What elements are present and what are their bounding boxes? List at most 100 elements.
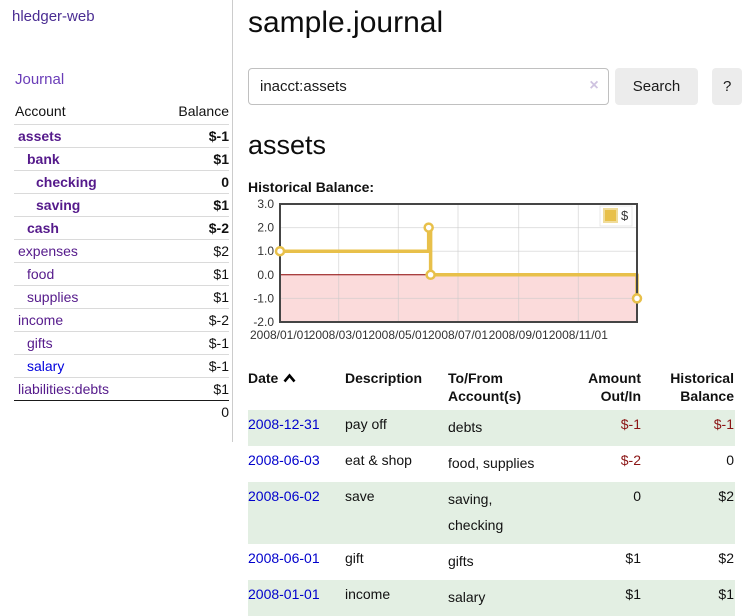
account-link-cash[interactable]: cash — [27, 220, 59, 236]
account-link-assets[interactable]: assets — [18, 128, 62, 144]
account-name-cell: saving — [14, 193, 154, 217]
y-axis-tick-label: 0.0 — [257, 268, 274, 282]
transaction-description: gift — [345, 549, 364, 566]
transaction-date-link[interactable]: 2008-06-01 — [248, 549, 320, 566]
register-col-label: Amount Out/In — [588, 370, 641, 405]
account-row: supplies $1 — [14, 285, 229, 309]
account-link-bank[interactable]: bank — [27, 151, 60, 167]
x-axis-tick-label: 2008/05/01 — [368, 328, 428, 342]
account-balance: $-1 — [153, 124, 229, 148]
account-balance: $1 — [153, 285, 229, 309]
main-content: sample.journal × Search ? assets Histori… — [248, 0, 742, 616]
transaction-description: save — [345, 488, 375, 505]
balance-chart-svg: $3.0 2.0 1.0 0.0 -1.0 -2.02008/01/012008/03/0… — [250, 197, 643, 342]
page-title: sample.journal — [248, 6, 444, 39]
transaction-date-link[interactable]: 2008-06-02 — [248, 488, 320, 505]
transaction-balance: $-1 — [713, 416, 734, 433]
transaction-date-cell: 2008-06-01 — [248, 544, 345, 580]
account-link-saving[interactable]: saving — [36, 197, 81, 213]
account-row: expenses $2 — [14, 239, 229, 263]
account-row: bank $1 — [14, 147, 229, 171]
transaction-balance: 0 — [726, 452, 734, 469]
account-link-supplies[interactable]: supplies — [27, 289, 79, 305]
search-form: × Search ? — [248, 68, 742, 105]
accounts-col-account: Account — [15, 103, 66, 119]
search-input[interactable] — [248, 68, 609, 105]
y-axis-tick-label: 3.0 — [257, 198, 274, 211]
account-row: gifts $-1 — [14, 331, 229, 355]
y-axis-tick-label: 2.0 — [257, 221, 274, 235]
x-axis-tick-label: 2008/01/01 — [250, 328, 310, 342]
account-row: salary $-1 — [14, 354, 229, 378]
transaction-accounts: salary — [448, 588, 486, 605]
transaction-description: eat & shop — [345, 452, 412, 469]
chart-data-point[interactable] — [631, 293, 643, 304]
account-name-cell: food — [14, 262, 154, 286]
app-title-link[interactable]: hledger-web — [12, 8, 95, 25]
accounts-total-row: 0 — [14, 400, 229, 423]
account-name-cell: liabilities:debts — [14, 377, 154, 401]
x-axis-tick-label: 2008/03/01 — [309, 328, 369, 342]
accounts-table: Account Balance assets $-1 bank $1 checking 0… — [14, 100, 229, 423]
account-link-checking[interactable]: checking — [36, 174, 97, 190]
account-link-salary[interactable]: salary — [27, 358, 65, 374]
account-name-cell: assets — [14, 124, 154, 148]
account-balance: 0 — [153, 170, 229, 194]
account-link-food[interactable]: food — [27, 266, 55, 282]
account-link-expenses[interactable]: expenses — [18, 243, 78, 259]
transaction-accounts: gifts — [448, 552, 474, 569]
transaction-amount: $1 — [625, 585, 641, 602]
chart-data-point[interactable] — [274, 245, 286, 257]
register-col-label: Historical Balance — [670, 370, 734, 405]
accounts-total-spacer — [14, 400, 154, 423]
account-balance: $2 — [153, 239, 229, 263]
legend-swatch-icon — [603, 208, 618, 223]
account-balance: $-2 — [153, 216, 229, 240]
account-link-gifts[interactable]: gifts — [27, 335, 53, 351]
clear-search-icon[interactable]: × — [589, 77, 599, 94]
account-link-liabilities-debts[interactable]: liabilities:debts — [18, 381, 110, 397]
register-col-historical-balance: Historical Balance — [642, 367, 735, 410]
register-table: Date Description To/From Account(s) Amount … — [248, 367, 735, 616]
transaction-date-cell: 2008-06-02 — [248, 482, 345, 544]
search-button[interactable]: Search — [614, 68, 699, 105]
transaction-date-link[interactable]: 2008-12-31 — [248, 416, 320, 433]
register-row: 2008-12-31 pay off debts $-1 $-1 — [248, 410, 735, 447]
help-button[interactable]: ? — [712, 68, 742, 105]
transaction-accounts: saving, checking — [448, 491, 504, 534]
register-col-date[interactable]: Date — [248, 367, 345, 410]
account-balance: $1 — [153, 147, 229, 171]
account-link-income[interactable]: income — [18, 312, 64, 328]
historical-balance-chart[interactable]: $3.0 2.0 1.0 0.0 -1.0 -2.0 2008/01/01 2008/03/0… — [240, 197, 742, 353]
transaction-amount: 0 — [633, 488, 641, 505]
register-header-row: Date Description To/From Account(s) Amount … — [248, 367, 735, 410]
chart-border — [279, 203, 638, 323]
account-row: liabilities:debts $1 — [14, 377, 229, 401]
transaction-date-link[interactable]: 2008-01-01 — [248, 585, 320, 602]
transaction-date-cell: 2008-01-01 — [248, 580, 345, 616]
transaction-amount: $1 — [625, 549, 641, 566]
account-name-cell: gifts — [14, 331, 154, 355]
register-row: 2008-01-01 income salary $1 $1 — [248, 579, 735, 616]
register-row: 2008-06-02 save saving, checking 0 $2 — [248, 482, 735, 544]
x-axis-tick-label: 2008/07/01 — [428, 328, 488, 342]
chart-data-point[interactable] — [425, 269, 436, 281]
account-row: income $-2 — [14, 308, 229, 332]
account-heading: assets — [248, 130, 327, 160]
transaction-accounts: debts — [448, 419, 483, 436]
chart-legend: $ — [599, 205, 633, 227]
chart-data-point[interactable] — [423, 222, 434, 233]
transaction-balance: $2 — [718, 488, 734, 505]
account-row: cash $-2 — [14, 216, 229, 240]
transaction-description: income — [345, 585, 391, 602]
transaction-balance: $2 — [718, 549, 734, 566]
account-balance: $-1 — [153, 354, 229, 378]
transaction-date-link[interactable]: 2008-06-03 — [248, 452, 320, 469]
sidebar: hledger-web Journal Account Balance asse… — [0, 0, 233, 442]
transaction-date-cell: 2008-06-03 — [248, 446, 345, 482]
account-name-cell: salary — [14, 354, 154, 378]
sidebar-item-journal[interactable]: Journal — [15, 71, 65, 88]
transaction-accounts: food, supplies — [448, 455, 535, 472]
legend-label: $ — [621, 208, 629, 223]
account-row: assets $-1 — [14, 124, 229, 148]
